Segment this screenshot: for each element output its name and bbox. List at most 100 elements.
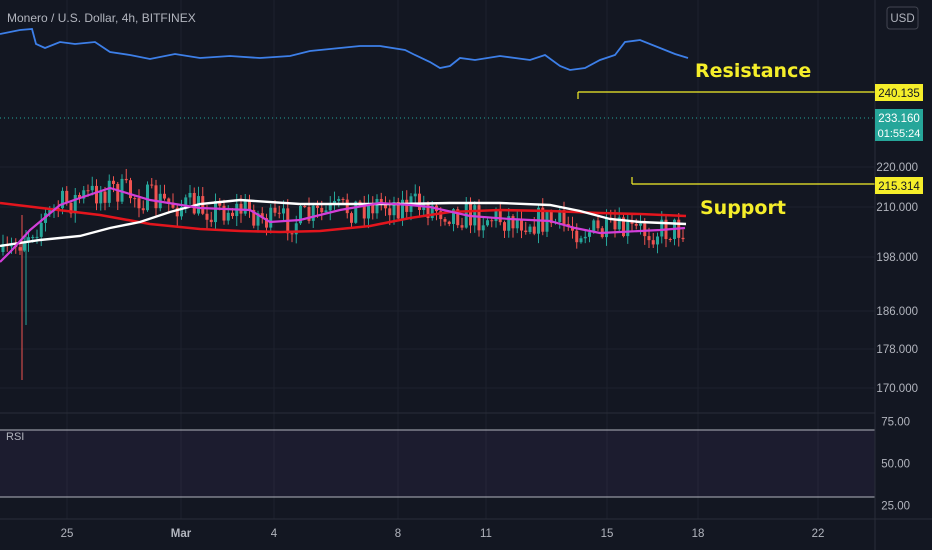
support-badge-value: 215.314 — [878, 181, 920, 193]
down-candle — [78, 194, 81, 199]
bar-countdown: 01:55:24 — [878, 128, 921, 140]
down-candle — [469, 203, 472, 226]
down-candle — [443, 219, 447, 222]
down-candle — [316, 205, 319, 208]
down-candle — [175, 207, 179, 217]
support-label: Support — [700, 197, 786, 219]
up-candle — [146, 184, 149, 211]
up-candle — [107, 180, 111, 203]
down-candle — [439, 211, 443, 220]
down-candle — [303, 205, 307, 208]
down-candle — [171, 202, 175, 208]
down-candle — [56, 207, 60, 209]
up-candle — [226, 212, 230, 221]
up-candle — [592, 220, 596, 233]
last-price-value: 233.160 — [878, 113, 920, 125]
price-tick-label: 186.000 — [876, 306, 918, 318]
price-tick-label: 220.000 — [876, 162, 918, 174]
down-candle — [260, 213, 264, 219]
time-tick-label: 11 — [480, 528, 492, 540]
up-candle — [214, 201, 217, 223]
up-candle — [333, 200, 336, 205]
up-candle — [324, 210, 328, 213]
up-candle — [626, 221, 630, 237]
down-candle — [167, 198, 171, 203]
down-candle — [350, 213, 353, 223]
up-candle — [354, 201, 358, 223]
down-candle — [498, 210, 502, 223]
down-candle — [571, 226, 574, 231]
up-candle — [558, 210, 562, 222]
ma-slow-line — [0, 201, 687, 234]
up-candle — [515, 219, 519, 229]
down-candle — [124, 178, 128, 181]
up-candle — [430, 205, 434, 219]
down-candle — [345, 199, 349, 214]
up-candle — [99, 191, 103, 204]
rsi-pane-fill — [0, 430, 875, 497]
down-candle — [647, 236, 651, 241]
up-candle — [269, 207, 273, 228]
up-candle — [481, 225, 485, 231]
up-candle — [588, 232, 591, 237]
down-candle — [622, 217, 625, 237]
down-candle — [490, 220, 494, 222]
down-candle — [460, 225, 464, 228]
down-candle — [252, 209, 256, 226]
resistance-label: Resistance — [695, 60, 811, 82]
up-candle — [401, 199, 404, 219]
up-candle — [392, 202, 396, 216]
up-candle — [367, 203, 370, 219]
up-candle — [375, 198, 379, 214]
time-tick-label: 8 — [395, 528, 401, 540]
up-candle — [90, 185, 94, 191]
up-candle — [73, 194, 77, 214]
down-candle — [248, 200, 251, 210]
time-tick-label: Mar — [171, 528, 192, 540]
up-candle — [48, 208, 52, 214]
up-candle — [299, 205, 302, 224]
time-tick-label: 18 — [692, 528, 705, 540]
down-candle — [150, 184, 154, 186]
down-candle — [388, 208, 392, 216]
down-candle — [630, 221, 634, 224]
up-candle — [605, 217, 608, 238]
down-candle — [129, 180, 132, 199]
down-candle — [396, 202, 400, 219]
up-candle — [617, 217, 621, 230]
down-candle — [511, 216, 515, 229]
currency-button[interactable]: USD — [886, 6, 919, 30]
time-tick-label: 15 — [601, 528, 614, 540]
down-candle — [218, 201, 222, 206]
up-candle — [639, 223, 642, 226]
rsi-label: RSI — [6, 431, 24, 443]
down-candle — [520, 219, 523, 231]
up-candle — [180, 206, 183, 217]
price-tick-label: 198.000 — [876, 252, 918, 264]
time-tick-label: 22 — [812, 528, 825, 540]
down-candle — [371, 203, 375, 214]
up-candle — [452, 209, 455, 224]
down-candle — [154, 185, 158, 209]
up-candle — [328, 204, 332, 211]
support-badge-box — [875, 177, 923, 194]
down-candle — [634, 223, 638, 226]
down-candle — [426, 204, 430, 219]
up-candle — [486, 220, 489, 226]
up-candle — [1, 244, 5, 252]
down-candle — [418, 193, 421, 211]
down-candle — [231, 212, 234, 217]
currency-button-label[interactable]: USD — [890, 13, 914, 25]
down-candle — [222, 205, 226, 221]
time-ticks: 25 Mar 4 8 11 15 18 22 — [61, 528, 825, 540]
down-candle — [358, 201, 362, 204]
down-candle — [681, 237, 685, 240]
up-candle — [660, 219, 664, 237]
down-candle — [205, 213, 209, 220]
down-candle — [112, 180, 115, 184]
resistance-badge-value: 240.135 — [878, 88, 920, 100]
down-candle — [613, 218, 617, 230]
currency-button-frame[interactable] — [886, 6, 919, 30]
down-candle — [192, 192, 196, 214]
